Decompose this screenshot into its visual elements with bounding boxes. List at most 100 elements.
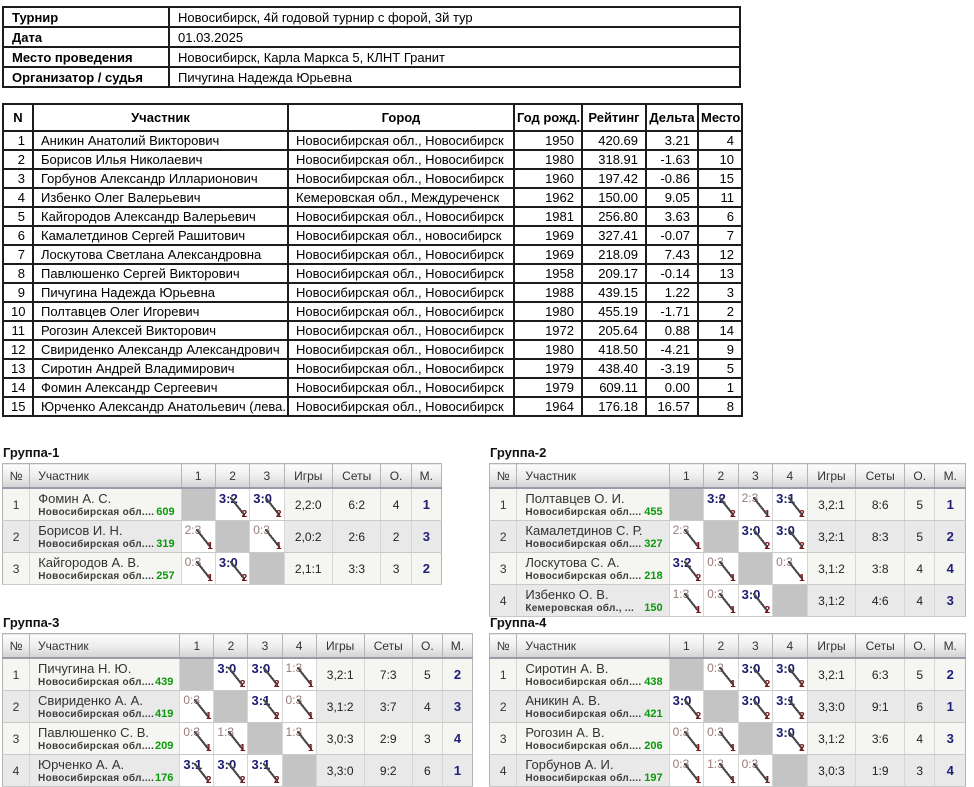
cell-rating: 439.15 <box>581 282 647 303</box>
participant-subline: Новосибирская обл.... 176 <box>38 772 179 785</box>
participant-region: Новосибирская обл.... <box>525 741 642 752</box>
sets-cell: 3:3 <box>331 552 381 585</box>
group-table: № Участник 1 2 3 4 Игры Сеты О. М. 1 Полтавцев О. И… <box>489 463 966 617</box>
cell-city: Кемеровская обл., Междуреченск <box>287 187 515 208</box>
cell-name: Рогозин Алексей Викторович <box>32 320 289 341</box>
self-cell <box>668 488 704 521</box>
score-wrap: 0:3 1 <box>182 553 215 584</box>
cell-city: Новосибирская обл., Новосибирск <box>287 206 515 227</box>
cell-rating: 218.09 <box>581 244 647 265</box>
cell-rating: 197.42 <box>581 168 647 189</box>
cell-rating: 327.41 <box>581 225 647 246</box>
score-cell: 3:0 2 <box>213 658 248 691</box>
participant-subline: Новосибирская обл.... 319 <box>38 538 180 551</box>
group-row: 3 Рогозин А. В. Новосибирская обл.... 206 0:… <box>489 722 966 755</box>
participant-name: Юрченко А. А. <box>38 757 125 772</box>
score-wrap: 2:3 1 <box>182 521 215 552</box>
place-cell: 4 <box>934 552 966 585</box>
cell-name: Юрченко Александр Анатольевич (лева... <box>32 396 289 417</box>
score-wrap: 3:2 2 <box>216 489 249 520</box>
cell-delta: -1.71 <box>645 301 699 322</box>
score-cell: 3:0 2 <box>213 754 248 787</box>
score-wrap: 3:0 2 <box>739 691 772 722</box>
participant-region: Новосибирская обл.... <box>525 539 642 550</box>
games-cell: 3,2:1 <box>806 520 856 553</box>
participant-region: Новосибирская обл.... <box>525 507 642 518</box>
slash-icon <box>787 529 803 548</box>
sets-cell: 3:6 <box>855 722 905 755</box>
slash-icon <box>718 763 734 782</box>
handicap-value: 1 <box>695 775 702 786</box>
cell-rating: 318.91 <box>581 149 647 170</box>
participant-subline: Новосибирская обл.... 218 <box>525 570 668 583</box>
handicap-value: 2 <box>799 509 805 520</box>
participant-cell: Юрченко А. А. Новосибирская обл.... 176 <box>29 754 180 787</box>
header-games: Игры <box>315 633 365 659</box>
cell-name: Горбунов Александр Илларионович <box>32 168 289 189</box>
handicap-value: 2 <box>239 775 246 786</box>
handicap-value: 1 <box>308 743 314 754</box>
participant-name: Рогозин А. В. <box>525 725 605 740</box>
handicap-value: 1 <box>205 711 212 722</box>
header-opponent-1: 1 <box>668 463 704 489</box>
sets-cell: 6:2 <box>331 488 381 521</box>
participants-table: N Участник Город Год рожд. Рейтинг Дельта Мест… <box>2 103 743 417</box>
header-opponent-2: 2 <box>703 633 739 659</box>
header-place: М. <box>410 463 442 489</box>
cell-year: 1962 <box>513 187 583 208</box>
points-cell: 3 <box>904 754 935 787</box>
row-number: 1 <box>489 488 517 521</box>
points-cell: 3 <box>411 722 443 755</box>
score-wrap: 3:1 2 <box>774 691 807 722</box>
cell-n: 2 <box>2 149 34 170</box>
self-cell <box>772 754 808 787</box>
header-opponent-3: 3 <box>737 463 773 489</box>
cell-place: 14 <box>697 320 743 341</box>
points-cell: 2 <box>380 520 412 553</box>
handicap-value: 1 <box>207 573 213 584</box>
slash-icon <box>718 667 734 686</box>
cell-city: Новосибирская обл., Новосибирск <box>287 396 515 417</box>
score-wrap: 0:3 1 <box>670 723 703 754</box>
cell-year: 1980 <box>513 149 583 170</box>
place-cell: 1 <box>441 754 473 787</box>
info-label: Организатор / судья <box>2 66 170 88</box>
group-row: 2 Борисов И. Н. Новосибирская обл.... 319 2:… <box>2 520 442 553</box>
group-row: 4 Избенко О. В. Кемеровская обл., ... 150 1:… <box>489 584 966 617</box>
row-number: 4 <box>489 754 517 787</box>
slash-icon <box>195 561 211 580</box>
score-cell: 3:0 2 <box>772 722 808 755</box>
group-title: Группа-2 <box>490 445 547 460</box>
header-games: Игры <box>806 463 856 489</box>
place-cell: 2 <box>934 520 966 553</box>
cell-n: 7 <box>2 244 34 265</box>
handicap-value: 1 <box>764 775 771 786</box>
cell-rating: 609.11 <box>581 377 647 398</box>
slash-icon <box>787 561 803 580</box>
participant-row: 7 Лоскутова Светлана Александровна Новосиб… <box>2 244 743 265</box>
score-wrap: 0:3 1 <box>705 553 738 584</box>
participant-rating: 197 <box>644 772 663 784</box>
score-wrap: 3:0 2 <box>739 659 772 690</box>
self-cell <box>703 520 739 553</box>
header-participant: Участник <box>29 463 182 489</box>
slash-icon <box>195 529 211 548</box>
participant-row: 14 Фомин Александр Сергеевич Новосибирская… <box>2 377 743 398</box>
participant-row: 5 Кайгородов Александр Валерьевич Новосиби… <box>2 206 743 227</box>
cell-name: Сиротин Андрей Владимирович <box>32 358 289 379</box>
games-cell: 3,3:0 <box>315 754 365 787</box>
score-wrap: 3:1 2 <box>181 755 214 786</box>
header-participant: Участник <box>516 633 670 659</box>
slash-icon <box>296 699 312 718</box>
participant-rating: 438 <box>644 676 663 688</box>
cell-city: Новосибирская обл., Новосибирск <box>287 282 515 303</box>
row-number: 4 <box>489 584 517 617</box>
participants-body: 1 Аникин Анатолий Викторович Новосибирская… <box>2 130 743 417</box>
score-wrap: 0:3 1 <box>739 755 772 786</box>
cell-n: 13 <box>2 358 34 379</box>
sets-cell: 2:9 <box>363 722 413 755</box>
participant-subline: Новосибирская обл.... 257 <box>38 570 180 583</box>
participants-header-cell: Город <box>287 103 515 132</box>
slash-icon <box>264 529 280 548</box>
